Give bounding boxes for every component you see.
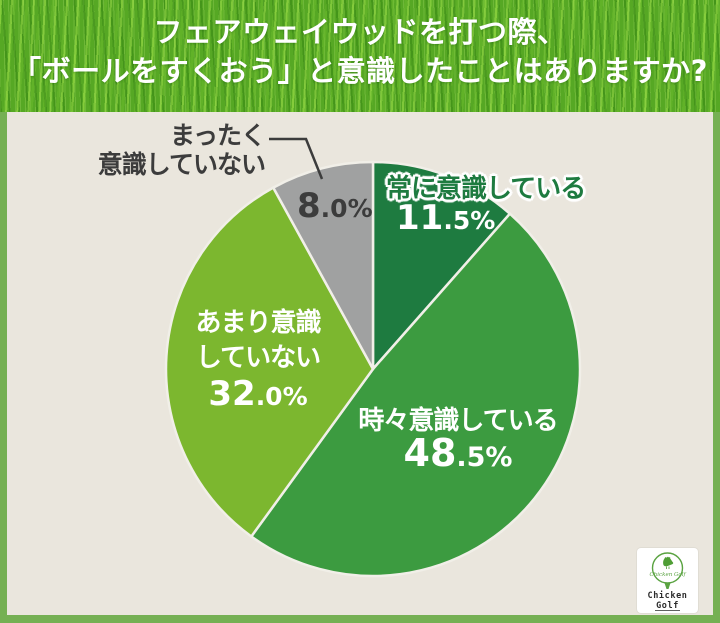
label-never-line1: まったく <box>169 121 266 150</box>
golf-tee-icon <box>664 583 671 589</box>
value-never-big: 8 <box>297 186 321 226</box>
page-title-line1: フェアウェイウッドを打つ際、 <box>153 15 567 49</box>
page-title: フェアウェイウッドを打つ際、 「ボールをすくおう」と意識したことはありますか? <box>0 13 720 91</box>
value-rarely-big: 32 <box>208 374 256 414</box>
value-never-small: .0% <box>320 194 373 223</box>
label-sometimes-conscious: 時々意識している <box>358 406 558 436</box>
value-rarely-conscious: 32.0% <box>158 377 358 411</box>
value-rarely-small: .0% <box>255 382 308 411</box>
label-rarely-line1: あまり意識 <box>195 308 321 338</box>
label-always-conscious: 常に意識している <box>386 174 586 204</box>
page-title-line2: 「ボールをすくおう」と意識したことはありますか? <box>12 54 708 88</box>
value-always-conscious: 11.5% <box>396 201 495 235</box>
value-sometimes-small: .5% <box>456 442 513 473</box>
value-always-big: 11 <box>396 198 444 238</box>
chicken-golf-logo-graphic: Chicken Golf Chicken Golf <box>647 552 687 611</box>
grass-banner: フェアウェイウッドを打つ際、 「ボールをすくおう」と意識したことはありますか? <box>0 0 720 112</box>
rooster-icon <box>663 556 674 567</box>
logo-script-text: Chicken Golf <box>650 572 687 578</box>
value-never-conscious: 8.0% <box>297 189 373 223</box>
value-sometimes-conscious: 48.5% <box>338 434 578 472</box>
chicken-golf-logo: Chicken Golf Chicken Golf <box>637 548 698 613</box>
logo-brand-line2: Golf <box>656 601 679 611</box>
label-rarely-line2: していない <box>195 343 321 373</box>
logo-brand-line1: Chicken <box>647 590 687 601</box>
label-never-line2: 意識していない <box>97 150 266 179</box>
value-always-small: .5% <box>443 206 496 235</box>
label-never-conscious: まったく 意識していない <box>97 121 266 179</box>
label-rarely-conscious: あまり意識 していない <box>158 306 358 376</box>
chart-panel <box>7 112 713 615</box>
value-sometimes-big: 48 <box>403 431 457 475</box>
